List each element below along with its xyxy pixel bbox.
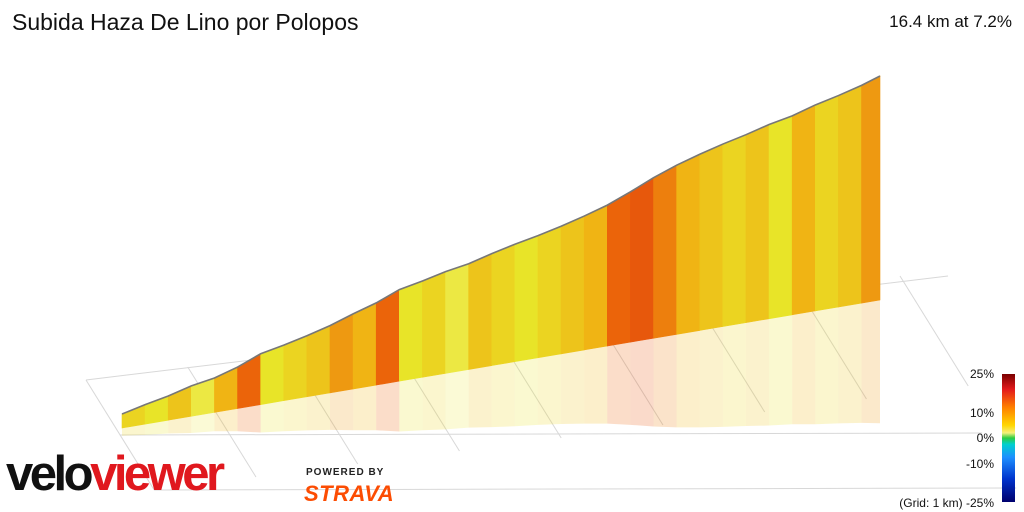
profile-segment (814, 95, 839, 312)
profile-segment (676, 153, 701, 335)
profile-segment (422, 271, 446, 378)
profile-segment (306, 325, 331, 398)
profile-segment-reflection (722, 322, 746, 427)
profile-segment-reflection (329, 388, 354, 431)
profile-segment (768, 115, 793, 320)
profile-wall (121, 75, 881, 429)
legend-label-10: 10% (969, 406, 994, 420)
profile-segment-reflection (376, 381, 400, 432)
profile-segment (214, 366, 238, 413)
profile-segment-reflection (445, 369, 469, 430)
profile-segment-reflection (353, 385, 377, 431)
profile-segment-reflection (584, 346, 608, 424)
profile-segment-reflection (745, 318, 770, 427)
profile-segment (375, 289, 400, 386)
strava-logo[interactable]: STRAVA (304, 481, 395, 506)
profile-segment (514, 235, 539, 363)
legend-label-0: 0% (976, 431, 994, 445)
profile-segment-reflection (468, 365, 492, 428)
profile-segment (121, 404, 146, 429)
profile-segment (861, 75, 881, 304)
profile-segment-reflection (399, 377, 423, 432)
profile-segment-reflection (237, 404, 261, 433)
profile-segment (722, 134, 747, 327)
profile-segment (399, 280, 423, 382)
profile-segment-reflection (653, 334, 677, 428)
grid-note-text: (Grid: 1 km) (899, 496, 963, 510)
legend-label-minus10: -10% (965, 457, 994, 471)
profile-segment-reflection (122, 424, 146, 436)
profile-segment (237, 353, 261, 409)
logo-viewer-text: viewer (90, 447, 225, 501)
profile-top-edge (121, 75, 881, 415)
profile-segment (838, 84, 862, 308)
profile-segment-reflection (214, 408, 238, 432)
gradient-color-scale (1002, 374, 1015, 502)
grid-line (154, 487, 1017, 491)
ground-grid (85, 275, 1017, 491)
profile-segment (583, 204, 608, 351)
climb-summary: 16.4 km at 7.2% (889, 12, 1012, 31)
profile-segment (791, 104, 816, 316)
profile-segment-reflection (537, 353, 562, 425)
profile-segment (607, 191, 631, 347)
logo-velo-text: velo (6, 447, 94, 501)
profile-segment (191, 377, 215, 417)
profile-segment-reflection (514, 357, 538, 427)
grid-note: (Grid: 1 km) -25% (899, 496, 994, 510)
profile-segment-reflection (561, 349, 585, 425)
legend-label-25: 25% (969, 367, 994, 381)
grid-line (899, 275, 969, 387)
profile-segment (329, 313, 354, 394)
profile-segment-reflection (792, 310, 816, 425)
profile-segment-reflection (861, 300, 880, 424)
profile-segment-reflection (607, 342, 631, 425)
profile-segment (352, 302, 377, 390)
profile-segment (653, 164, 677, 339)
profile-segment-reflection (168, 416, 192, 434)
profile-segment-reflection (838, 303, 862, 424)
profile-segment (560, 215, 585, 355)
profile-segment-reflection (699, 326, 723, 428)
profile-segment-reflection (260, 400, 284, 433)
profile-segment (745, 124, 770, 323)
profile-segment-reflection (676, 330, 700, 428)
profile-segment (537, 225, 562, 359)
legend-label-minus25: -25% (965, 496, 994, 510)
profile-segment-reflection (630, 338, 654, 427)
profile-segment-reflection (306, 392, 330, 431)
profile-segment (491, 243, 516, 366)
profile-segment-reflection (283, 396, 307, 432)
profile-segment (260, 344, 285, 405)
profile-segment-reflection (491, 361, 515, 428)
grid-line (120, 432, 983, 436)
profile-segment (630, 177, 654, 343)
profile-segment (283, 335, 308, 402)
profile-segment-reflection (191, 412, 215, 434)
veloviewer-logo[interactable]: veloviewer (6, 447, 225, 501)
powered-by-label: POWERED BY (306, 467, 385, 478)
profile-segment (468, 253, 493, 370)
profile-segment (445, 263, 469, 374)
profile-segment-reflection (422, 373, 446, 431)
chart-title: Subida Haza De Lino por Polopos (12, 9, 359, 35)
profile-segment (699, 143, 724, 331)
profile-segment-reflection (769, 314, 793, 426)
profile-reflection (122, 300, 880, 436)
profile-segment-reflection (815, 307, 839, 425)
profile-segment-reflection (145, 420, 169, 435)
